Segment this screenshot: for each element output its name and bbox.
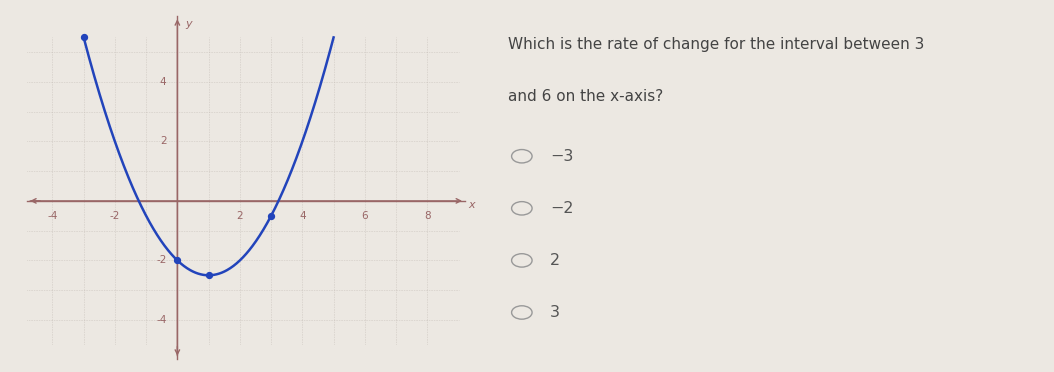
Point	[169, 257, 186, 263]
Text: 2: 2	[550, 253, 561, 268]
Text: 2: 2	[236, 211, 243, 221]
Text: 6: 6	[362, 211, 368, 221]
Text: −3: −3	[550, 149, 573, 164]
Text: -4: -4	[156, 315, 167, 325]
Text: -2: -2	[110, 211, 120, 221]
Text: 4: 4	[299, 211, 306, 221]
Point	[262, 213, 279, 219]
Text: y: y	[186, 19, 192, 29]
Text: 2: 2	[160, 137, 167, 146]
Point	[75, 34, 92, 40]
Text: -4: -4	[47, 211, 58, 221]
Point	[200, 272, 217, 278]
Text: and 6 on the x-axis?: and 6 on the x-axis?	[508, 89, 663, 104]
Text: 4: 4	[160, 77, 167, 87]
Text: Which is the rate of change for the interval between 3: Which is the rate of change for the inte…	[508, 37, 924, 52]
Text: −2: −2	[550, 201, 573, 216]
Text: x: x	[468, 201, 474, 210]
Text: 8: 8	[424, 211, 431, 221]
Text: 3: 3	[550, 305, 561, 320]
Text: -2: -2	[156, 256, 167, 265]
